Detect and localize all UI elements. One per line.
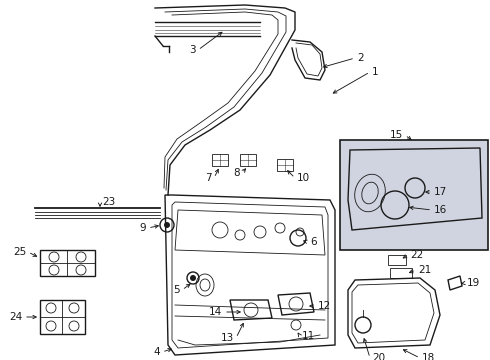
Text: 14: 14 bbox=[209, 307, 222, 317]
Text: 13: 13 bbox=[221, 333, 234, 343]
Text: 12: 12 bbox=[318, 301, 331, 311]
Text: 11: 11 bbox=[302, 331, 315, 341]
Bar bbox=[277, 159, 293, 171]
Text: 1: 1 bbox=[372, 67, 379, 77]
Text: 20: 20 bbox=[372, 353, 385, 360]
Bar bbox=[40, 250, 95, 276]
Circle shape bbox=[190, 275, 196, 281]
Text: 2: 2 bbox=[357, 53, 364, 63]
Text: 18: 18 bbox=[422, 353, 435, 360]
Bar bbox=[40, 300, 85, 334]
Text: 7: 7 bbox=[205, 173, 212, 183]
Text: 3: 3 bbox=[189, 45, 196, 55]
Bar bbox=[388, 255, 406, 265]
Text: 23: 23 bbox=[102, 197, 115, 207]
Text: 8: 8 bbox=[233, 168, 240, 178]
Text: 19: 19 bbox=[467, 278, 480, 288]
Text: 22: 22 bbox=[410, 250, 423, 260]
Text: 9: 9 bbox=[139, 223, 146, 233]
Bar bbox=[240, 154, 256, 166]
Bar bbox=[390, 268, 412, 278]
Text: 4: 4 bbox=[153, 347, 160, 357]
Text: 17: 17 bbox=[434, 187, 447, 197]
Text: 25: 25 bbox=[13, 247, 26, 257]
Text: 15: 15 bbox=[390, 130, 403, 140]
Text: 6: 6 bbox=[310, 237, 317, 247]
Bar bbox=[212, 154, 228, 166]
Circle shape bbox=[164, 222, 170, 228]
Bar bbox=[340, 140, 488, 250]
Text: 24: 24 bbox=[9, 312, 22, 322]
Text: 16: 16 bbox=[434, 205, 447, 215]
Text: 21: 21 bbox=[418, 265, 431, 275]
Text: 5: 5 bbox=[173, 285, 180, 295]
Text: 10: 10 bbox=[297, 173, 310, 183]
